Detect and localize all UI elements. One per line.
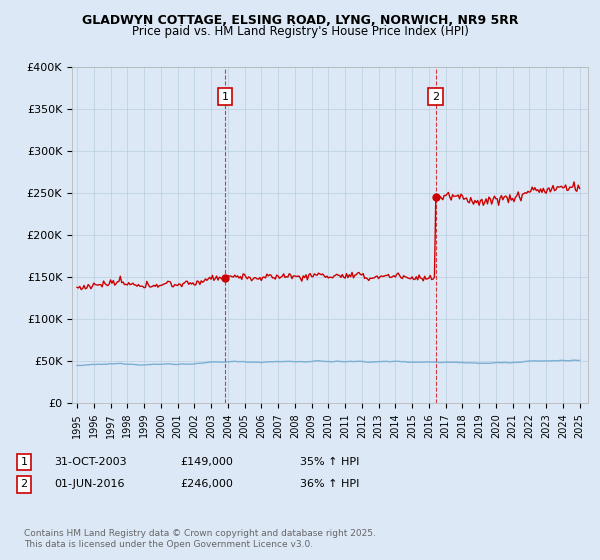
Text: 31-OCT-2003: 31-OCT-2003 [54, 457, 127, 467]
Text: Contains HM Land Registry data © Crown copyright and database right 2025.
This d: Contains HM Land Registry data © Crown c… [24, 529, 376, 549]
Text: 1: 1 [20, 457, 28, 467]
Text: 2: 2 [20, 479, 28, 489]
Text: 35% ↑ HPI: 35% ↑ HPI [300, 457, 359, 467]
Text: 36% ↑ HPI: 36% ↑ HPI [300, 479, 359, 489]
Text: £246,000: £246,000 [180, 479, 233, 489]
Text: GLADWYN COTTAGE, ELSING ROAD, LYNG, NORWICH, NR9 5RR: GLADWYN COTTAGE, ELSING ROAD, LYNG, NORW… [82, 14, 518, 27]
Text: 01-JUN-2016: 01-JUN-2016 [54, 479, 125, 489]
Text: Price paid vs. HM Land Registry's House Price Index (HPI): Price paid vs. HM Land Registry's House … [131, 25, 469, 38]
Text: 2: 2 [433, 92, 439, 101]
Text: 1: 1 [221, 92, 229, 101]
Text: £149,000: £149,000 [180, 457, 233, 467]
